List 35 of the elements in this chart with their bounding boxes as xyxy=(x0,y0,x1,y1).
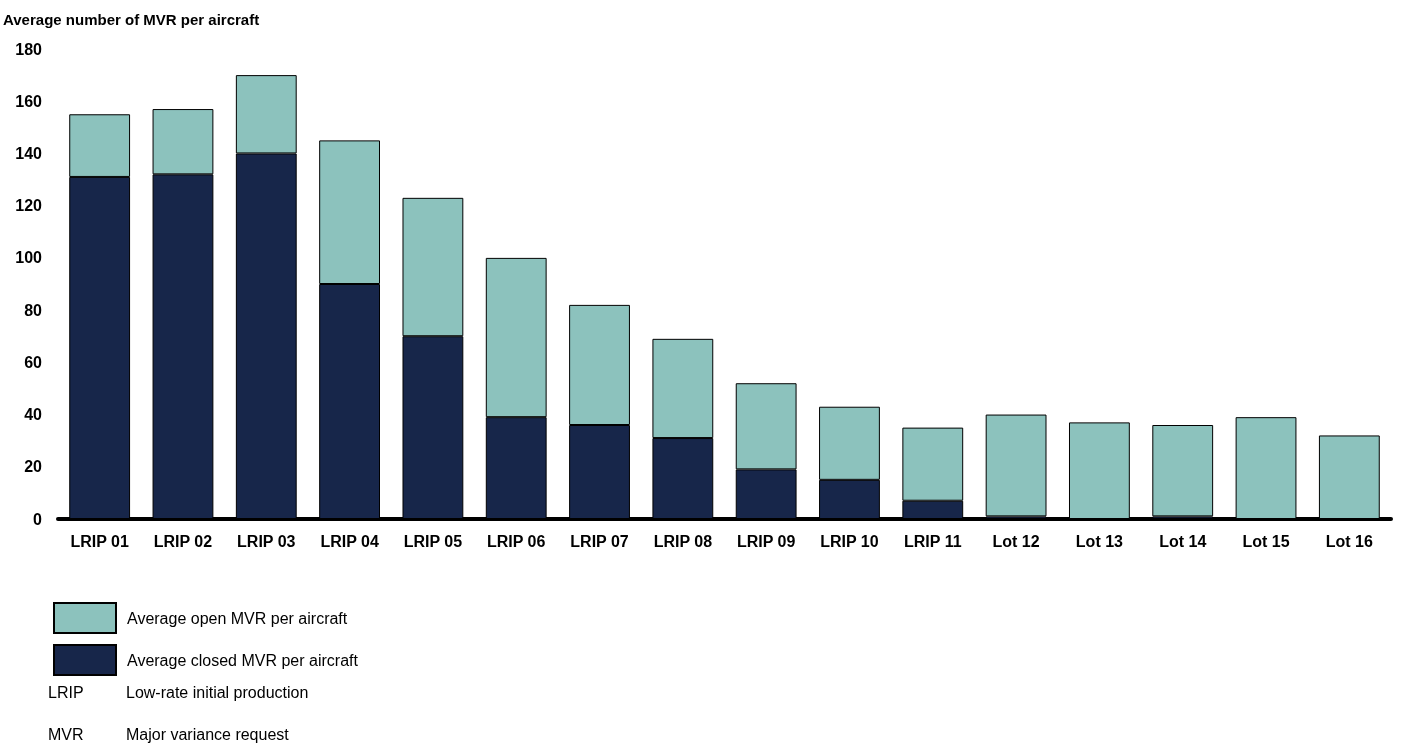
y-tick-label: 80 xyxy=(24,301,43,319)
legend-label: Average open MVR per aircraft xyxy=(127,609,348,627)
x-tick-label: LRIP 08 xyxy=(653,532,713,550)
y-tick-label: 120 xyxy=(15,197,43,215)
y-axis-title: Average number of MVR per aircraft xyxy=(3,11,260,28)
x-tick-label: LRIP 07 xyxy=(570,532,629,550)
x-tick-label: LRIP 06 xyxy=(487,532,546,550)
x-tick-label: Lot 14 xyxy=(1159,532,1207,550)
y-tick-label: 140 xyxy=(15,144,43,162)
x-tick-label: LRIP 11 xyxy=(904,532,962,550)
x-tick-label: LRIP 05 xyxy=(403,532,463,550)
text: MVR xyxy=(48,725,84,743)
text: LRIP xyxy=(48,683,84,701)
x-tick-label: LRIP 04 xyxy=(320,532,379,550)
x-tick-label: LRIP 03 xyxy=(237,532,296,550)
y-tick-label: 160 xyxy=(15,92,43,110)
bar xyxy=(1152,425,1214,517)
y-tick-label: 40 xyxy=(24,406,43,424)
x-tick-label: LRIP 10 xyxy=(820,532,879,550)
text: Major variance request xyxy=(126,725,290,743)
x-tick-label: Lot 12 xyxy=(992,532,1040,550)
y-tick-label: 60 xyxy=(24,353,43,371)
x-tick-label: Lot 13 xyxy=(1075,532,1124,550)
y-tick-label: 180 xyxy=(15,40,43,58)
y-tick-label: 100 xyxy=(15,249,43,267)
y-tick-label: 20 xyxy=(24,458,43,476)
y-tick-label: 0 xyxy=(33,510,43,528)
bar xyxy=(985,414,1047,517)
text: Low-rate initial production xyxy=(126,683,309,701)
x-tick-label: Lot 15 xyxy=(1242,532,1290,550)
x-tick-label: LRIP 01 xyxy=(70,532,129,550)
x-tick-label: LRIP 02 xyxy=(153,532,213,550)
x-tick-label: LRIP 09 xyxy=(736,532,796,550)
x-tick-label: Lot 16 xyxy=(1325,532,1373,550)
legend-label: Average closed MVR per aircraft xyxy=(127,651,359,669)
